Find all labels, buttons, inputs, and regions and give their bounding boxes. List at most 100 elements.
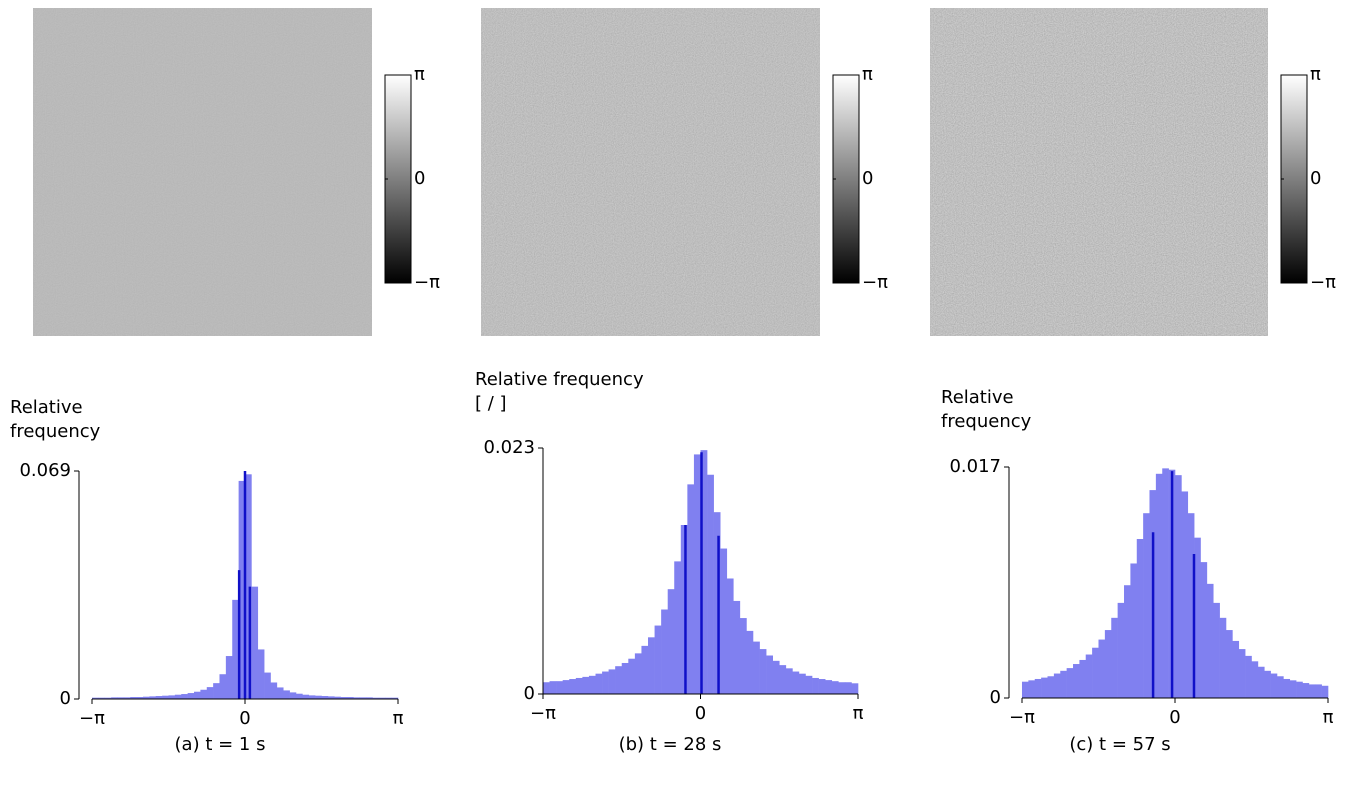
x-tick-label: 0 [239, 708, 250, 729]
histogram-bar [1066, 668, 1074, 698]
histogram-bar [143, 696, 150, 699]
histogram-bar [359, 697, 367, 699]
histogram-bar [1264, 670, 1271, 698]
colorbar-tick-label: π [414, 64, 425, 85]
histogram-bar [693, 454, 701, 694]
histogram-bar [1187, 513, 1195, 698]
histogram-bar [1251, 661, 1259, 698]
histogram-bar [608, 669, 616, 694]
histogram-bar [1296, 681, 1303, 698]
histogram-bar [772, 660, 780, 694]
histogram-bar [851, 683, 859, 694]
histogram-bar [155, 696, 163, 699]
histogram-bar [1257, 666, 1265, 698]
colorbar-tick-label: π [1310, 64, 1321, 85]
y-axis-label: Relative frequency [10, 397, 101, 442]
histogram-bar [308, 695, 316, 699]
histogram-bar [130, 697, 137, 699]
histogram-bar [1321, 685, 1329, 698]
histogram-bar [219, 674, 227, 699]
y-tick-label: 0.069 [19, 460, 71, 481]
y-tick-label: 0 [524, 683, 535, 704]
histogram-bar [1232, 640, 1240, 698]
histogram-bar [276, 687, 284, 699]
histogram-bar [648, 637, 655, 694]
histogram-bar [779, 665, 787, 694]
histogram-bar [194, 691, 201, 699]
histogram-bar [174, 694, 182, 699]
histogram-bar [746, 630, 754, 694]
histogram-bar [1041, 677, 1048, 698]
histogram-bar [1053, 673, 1061, 698]
histogram-bar [752, 641, 760, 694]
phase-image [481, 8, 820, 336]
histogram-bar [766, 655, 773, 694]
histogram-bar [366, 697, 373, 699]
histogram-bar [1302, 683, 1310, 698]
histogram-bar [1117, 602, 1125, 698]
histogram-bar [149, 696, 157, 699]
histogram-bar [1315, 684, 1322, 698]
histogram-bar [1111, 617, 1118, 698]
histogram-bar [562, 680, 570, 694]
histogram-bar [283, 690, 290, 699]
histogram-bar [1130, 563, 1138, 698]
histogram-bar [225, 656, 233, 699]
histogram-bar [302, 694, 310, 699]
histogram-bar [707, 474, 714, 694]
histogram-bar [295, 693, 303, 699]
colorbar-tick-label: 0 [862, 168, 873, 189]
x-tick-label: 0 [695, 703, 706, 724]
histogram-bar [654, 625, 662, 694]
histogram-bar [200, 689, 208, 699]
histogram-bar [123, 697, 131, 699]
histogram-bar [91, 697, 99, 699]
histogram-bar [1175, 475, 1182, 698]
x-tick-label: π [393, 708, 404, 729]
histogram-bar [798, 673, 806, 694]
histogram-bar [556, 681, 563, 694]
histogram-bar [621, 662, 629, 694]
histogram-bar [1028, 680, 1036, 698]
histogram-bar [674, 561, 682, 694]
histogram-bar [687, 484, 695, 694]
histogram-bar [1270, 673, 1278, 698]
colorbar-tick-label: π [862, 64, 873, 85]
phase-image [930, 8, 1268, 336]
histogram-bar [168, 695, 176, 699]
colorbar-tick-label: −π [1310, 272, 1336, 293]
histogram-bar [1238, 649, 1246, 698]
histogram-bar [825, 680, 833, 694]
histogram-bar [385, 697, 392, 699]
y-axis-label: Relative frequency [941, 387, 1032, 432]
histogram-bar [257, 649, 265, 699]
histogram-bar [582, 676, 590, 694]
histogram-bar [238, 480, 246, 699]
histogram-bar [1194, 537, 1201, 698]
histogram-bar [602, 671, 609, 694]
histogram-bar [759, 649, 767, 694]
histogram-bar [245, 474, 252, 699]
histogram-bar [844, 682, 852, 694]
histogram-bar [289, 692, 297, 699]
x-tick-label: π [853, 703, 864, 724]
x-tick-label: 0 [1169, 707, 1180, 728]
histogram-bar [98, 697, 106, 699]
caption: (a) t = 1 s [175, 734, 266, 755]
y-tick-label: 0.023 [483, 437, 535, 458]
histogram-bar [315, 695, 322, 699]
histogram-bar [391, 697, 399, 699]
histogram-bar [327, 696, 335, 699]
histogram-bar [264, 672, 271, 699]
colorbar-tick-label: −π [414, 272, 440, 293]
histogram-bar [1206, 583, 1214, 698]
histogram-bar [251, 586, 259, 699]
histogram-bar [346, 697, 354, 699]
histogram-bar [1200, 562, 1208, 698]
histogram-bar [1162, 468, 1169, 698]
histogram-bar [1308, 684, 1316, 698]
colorbar-tick-label: 0 [1310, 168, 1321, 189]
histogram-bar [321, 696, 329, 699]
histogram-bar [634, 653, 642, 694]
